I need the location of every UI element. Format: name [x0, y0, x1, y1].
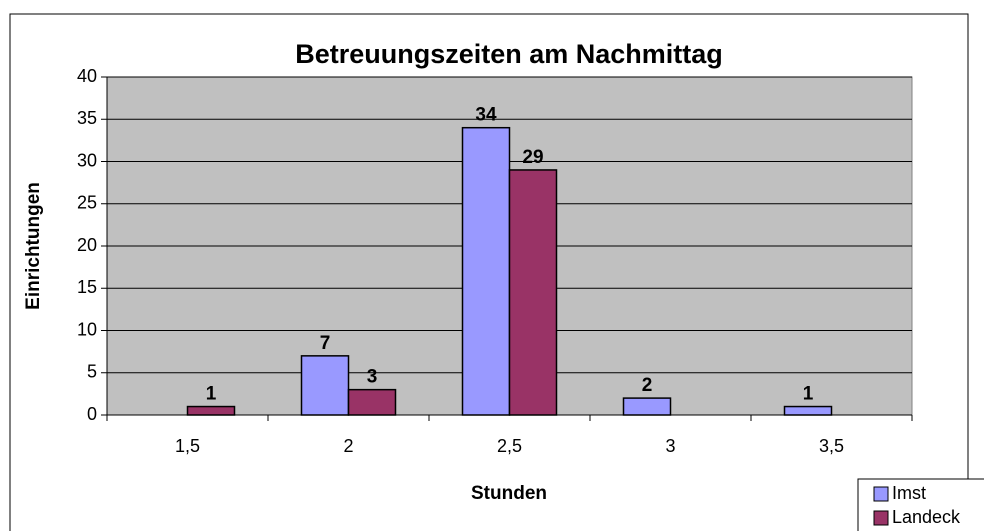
- x-axis-label: Stunden: [471, 483, 547, 504]
- bar: [300, 355, 350, 416]
- data-label: 1: [206, 384, 217, 405]
- x-tick-label: 1,5: [175, 436, 200, 456]
- legend-label: Imst: [892, 483, 926, 503]
- chart-title: Betreuungszeiten am Nachmittag: [295, 39, 723, 69]
- y-axis-label: Einrichtungen: [23, 182, 44, 310]
- legend-label: Landeck: [892, 507, 961, 527]
- y-tick-label: 20: [77, 235, 97, 255]
- bar: [186, 405, 236, 416]
- bar: [461, 126, 511, 416]
- data-label: 34: [475, 105, 497, 126]
- bar: [508, 169, 558, 416]
- y-tick-label: 30: [77, 150, 97, 170]
- y-tick-label: 15: [77, 277, 97, 297]
- data-label: 7: [320, 333, 331, 354]
- x-tick-label: 3,5: [819, 436, 844, 456]
- bar: [783, 405, 833, 416]
- legend-swatch: [873, 510, 889, 526]
- y-tick-label: 40: [77, 66, 97, 86]
- x-tick-label: 2,5: [497, 436, 522, 456]
- data-label: 29: [522, 147, 543, 168]
- x-tick-label: 2: [343, 436, 353, 456]
- x-tick-label: 3: [665, 436, 675, 456]
- y-tick-label: 35: [77, 108, 97, 128]
- legend-swatch: [873, 486, 889, 502]
- y-tick-label: 25: [77, 193, 97, 213]
- y-tick-label: 0: [87, 404, 97, 424]
- bar: [347, 388, 397, 416]
- y-tick-label: 5: [87, 362, 97, 382]
- data-label: 3: [367, 367, 378, 388]
- data-label: 1: [803, 384, 814, 405]
- y-tick-label: 10: [77, 319, 97, 339]
- bar: [622, 397, 672, 416]
- data-label: 2: [642, 375, 653, 396]
